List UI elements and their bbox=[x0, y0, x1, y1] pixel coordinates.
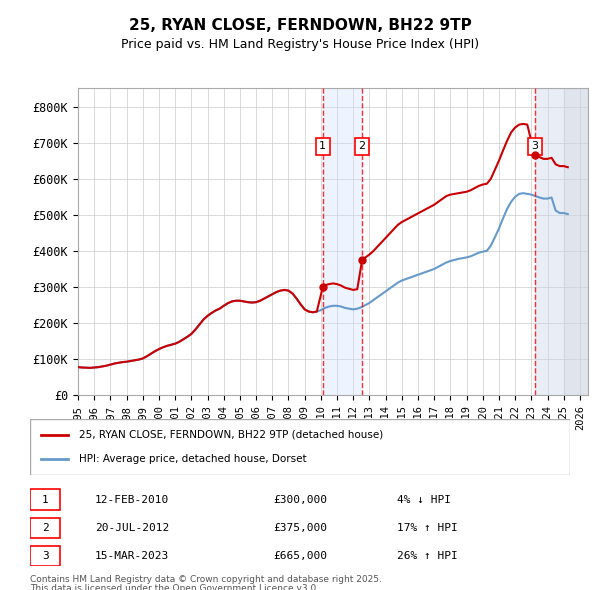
Text: 1: 1 bbox=[42, 494, 49, 504]
Bar bbox=[535, 88, 588, 395]
Text: 3: 3 bbox=[42, 551, 49, 561]
Text: 15-MAR-2023: 15-MAR-2023 bbox=[95, 551, 169, 561]
Text: Contains HM Land Registry data © Crown copyright and database right 2025.: Contains HM Land Registry data © Crown c… bbox=[30, 575, 382, 584]
Text: £300,000: £300,000 bbox=[273, 494, 327, 504]
FancyBboxPatch shape bbox=[30, 419, 570, 475]
Text: £375,000: £375,000 bbox=[273, 523, 327, 533]
Text: HPI: Average price, detached house, Dorset: HPI: Average price, detached house, Dors… bbox=[79, 454, 306, 464]
Text: This data is licensed under the Open Government Licence v3.0.: This data is licensed under the Open Gov… bbox=[30, 584, 319, 590]
Text: 2: 2 bbox=[42, 523, 49, 533]
Bar bbox=[564, 88, 588, 395]
FancyBboxPatch shape bbox=[30, 489, 60, 510]
FancyBboxPatch shape bbox=[30, 517, 60, 538]
Text: 25, RYAN CLOSE, FERNDOWN, BH22 9TP: 25, RYAN CLOSE, FERNDOWN, BH22 9TP bbox=[128, 18, 472, 32]
Text: 2: 2 bbox=[359, 141, 366, 151]
Text: 20-JUL-2012: 20-JUL-2012 bbox=[95, 523, 169, 533]
Text: £665,000: £665,000 bbox=[273, 551, 327, 561]
Text: 25, RYAN CLOSE, FERNDOWN, BH22 9TP (detached house): 25, RYAN CLOSE, FERNDOWN, BH22 9TP (deta… bbox=[79, 430, 383, 440]
Text: 12-FEB-2010: 12-FEB-2010 bbox=[95, 494, 169, 504]
Text: 3: 3 bbox=[531, 141, 538, 151]
Text: 1: 1 bbox=[319, 141, 326, 151]
Text: 26% ↑ HPI: 26% ↑ HPI bbox=[397, 551, 458, 561]
Bar bbox=[323, 88, 362, 395]
FancyBboxPatch shape bbox=[30, 546, 60, 566]
Text: 4% ↓ HPI: 4% ↓ HPI bbox=[397, 494, 451, 504]
Text: Price paid vs. HM Land Registry's House Price Index (HPI): Price paid vs. HM Land Registry's House … bbox=[121, 38, 479, 51]
Bar bbox=[535, 88, 588, 395]
Text: 17% ↑ HPI: 17% ↑ HPI bbox=[397, 523, 458, 533]
